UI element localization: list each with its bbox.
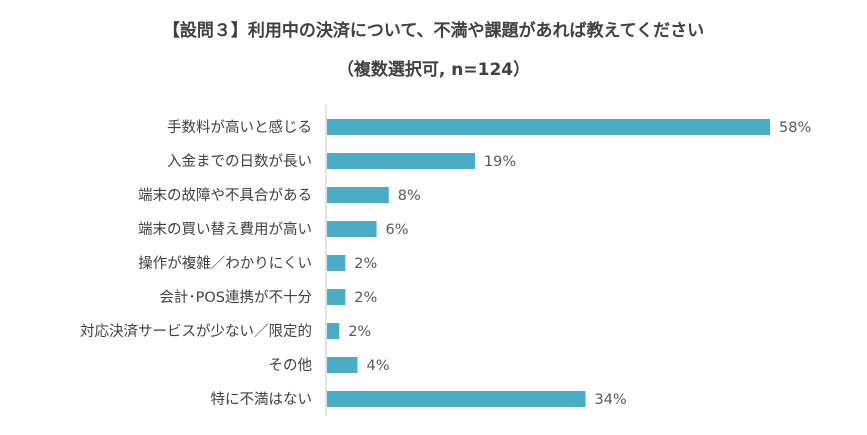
category-label: 端末の買い替え費用が高い <box>138 221 312 238</box>
bar <box>327 255 346 271</box>
data-label: 19% <box>484 154 516 170</box>
data-label: 2% <box>354 256 377 272</box>
bar <box>327 119 770 135</box>
category-label: 特に不満はない <box>211 391 313 408</box>
category-label: 対応決済サービスが少ない／限定的 <box>80 323 312 340</box>
bar <box>327 187 389 203</box>
bar <box>327 153 475 169</box>
category-label: 会計･POS連携が不十分 <box>159 289 312 306</box>
category-label: 手数料が高いと感じる <box>167 119 312 136</box>
chart-subtitle: （複数選択可, n=124） <box>336 60 531 80</box>
data-label: 6% <box>386 222 409 238</box>
data-label: 4% <box>366 358 389 374</box>
data-label: 58% <box>779 120 811 136</box>
bar <box>327 391 586 407</box>
category-label: 入金までの日数が長い <box>167 153 312 170</box>
chart-title: 【設問３】利用中の決済について、不満や課題があれば教えてください <box>162 21 705 41</box>
bar <box>327 357 358 373</box>
bar <box>327 221 377 237</box>
category-label: 端末の故障や不具合がある <box>138 186 312 204</box>
category-label: その他 <box>269 357 313 374</box>
data-label: 2% <box>348 324 371 340</box>
category-label: 操作が複雑／わかりにくい <box>138 255 312 272</box>
data-label: 2% <box>354 290 377 306</box>
data-label: 34% <box>594 392 626 408</box>
data-label: 8% <box>398 188 421 204</box>
bar <box>327 289 346 305</box>
bar <box>327 323 340 339</box>
